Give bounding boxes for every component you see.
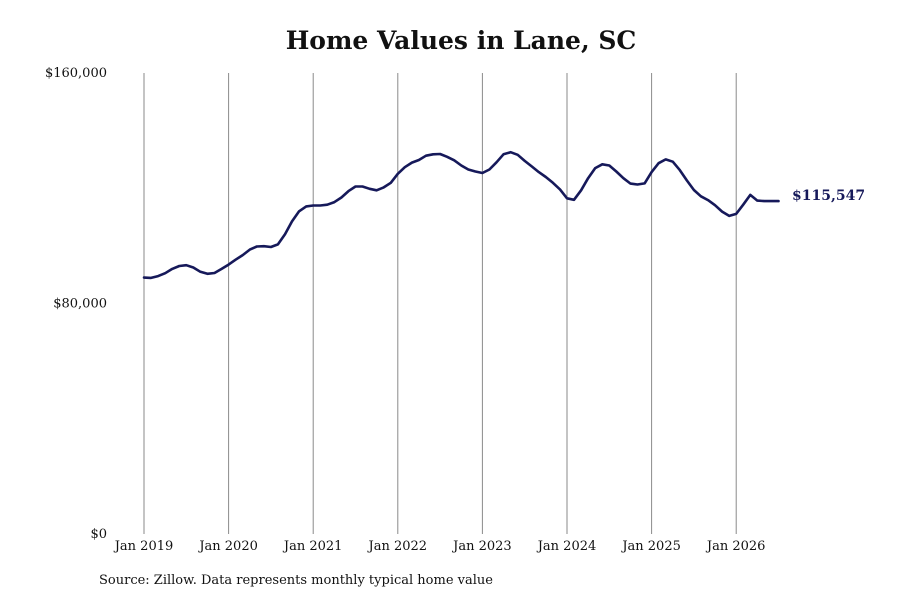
series-line: [142, 150, 780, 280]
y-tick-label: $160,000: [45, 66, 107, 81]
vertical-gridlines: [143, 73, 737, 534]
y-tick-label: $80,000: [53, 297, 107, 312]
x-tick-label: Jan 2019: [113, 539, 174, 554]
source-note: Source: Zillow. Data represents monthly …: [99, 573, 493, 588]
end-label-group: $115,547: [792, 188, 865, 204]
chart-title: Home Values in Lane, SC: [285, 26, 637, 55]
x-tick-label: Jan 2020: [197, 539, 258, 554]
x-tick-label: Jan 2025: [620, 539, 681, 554]
x-tick-label: Jan 2021: [282, 539, 343, 554]
y-tick-label: $0: [90, 527, 107, 542]
end-value-label: $115,547: [792, 188, 865, 204]
y-axis-ticks: $0 $80,000 $160,000: [45, 66, 107, 542]
x-tick-label: Jan 2023: [451, 539, 512, 554]
x-tick-label: Jan 2022: [367, 539, 428, 554]
x-tick-label: Jan 2024: [536, 539, 597, 554]
x-tick-label: Jan 2026: [705, 539, 766, 554]
series-group: [142, 150, 780, 280]
x-axis-ticks: Jan 2019 Jan 2020 Jan 2021 Jan 2022 Jan 2023…: [113, 539, 766, 554]
